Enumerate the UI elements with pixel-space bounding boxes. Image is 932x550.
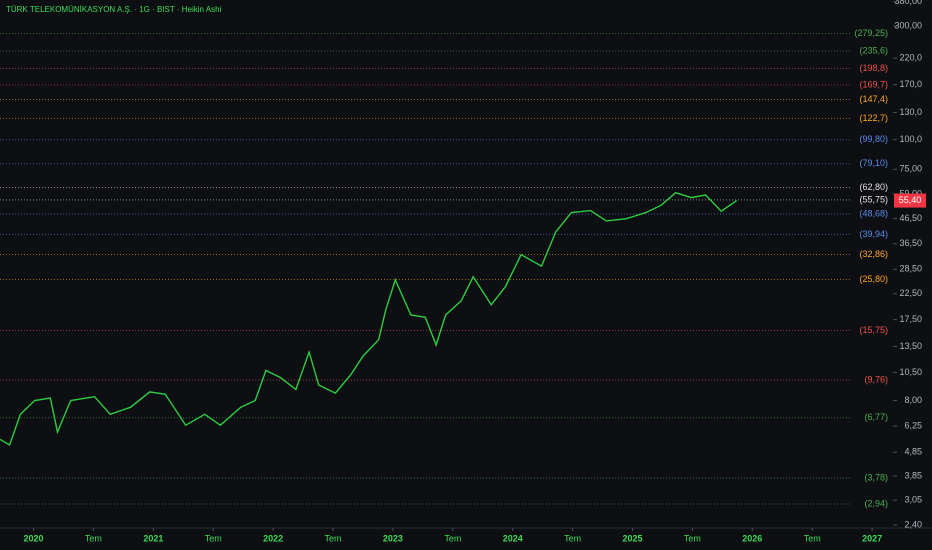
chart-title: TÜRK TELEKOMÜNİKASYON A.Ş. · 1G · BIST ·… — [6, 5, 222, 14]
last-price-box — [894, 193, 926, 208]
y-tick-label: 380,00 — [894, 0, 922, 6]
x-tick-label: Tem — [804, 533, 821, 543]
y-tick-label: 28,50 — [899, 264, 922, 274]
level-label: (55,75) — [859, 194, 888, 204]
level-label: (169,7) — [859, 79, 888, 89]
level-label: (2,94) — [864, 498, 888, 508]
y-tick-label: 100,0 — [899, 134, 922, 144]
y-tick-label: 46,50 — [899, 213, 922, 223]
x-tick-label: Tem — [205, 533, 222, 543]
level-label: (48,68) — [859, 208, 888, 218]
y-tick-label: 130,0 — [899, 107, 922, 117]
level-label: (15,75) — [859, 325, 888, 335]
last-price-label: 55,40 — [899, 195, 922, 205]
level-label: (147,4) — [859, 94, 888, 104]
level-label: (32,86) — [859, 249, 888, 259]
y-tick-label: 22,50 — [899, 288, 922, 298]
x-tick-label: Tem — [684, 533, 701, 543]
x-tick-label: Tem — [85, 533, 102, 543]
y-tick-label: 13,50 — [899, 341, 922, 351]
y-tick-label: 17,50 — [899, 314, 922, 324]
y-tick-label: 3,85 — [904, 470, 922, 480]
level-label: (279,25) — [854, 28, 888, 38]
x-tick-label: 2027 — [862, 533, 882, 543]
x-tick-label: Tem — [564, 533, 581, 543]
y-tick-label: 10,50 — [899, 367, 922, 377]
level-label: (235,6) — [859, 45, 888, 55]
y-tick-label: 59,00 — [899, 188, 922, 198]
y-tick-label: 3,05 — [904, 495, 922, 505]
price-line — [0, 191, 738, 447]
x-tick-label: 2023 — [383, 533, 403, 543]
level-label: (39,94) — [859, 229, 888, 239]
x-tick-label: 2022 — [263, 533, 283, 543]
y-tick-label: 6,25 — [904, 420, 922, 430]
x-tick-label: 2026 — [742, 533, 762, 543]
level-label: (79,10) — [859, 158, 888, 168]
y-tick-label: 2,40 — [904, 519, 922, 529]
level-label: (122,7) — [859, 113, 888, 123]
x-tick-label: 2021 — [143, 533, 163, 543]
level-label: (3,78) — [864, 472, 888, 482]
y-tick-label: 300,00 — [894, 20, 922, 30]
x-tick-label: Tem — [444, 533, 461, 543]
level-label: (62,80) — [859, 182, 888, 192]
y-tick-label: 220,0 — [899, 52, 922, 62]
y-tick-label: 36,50 — [899, 238, 922, 248]
level-label: (198,8) — [859, 63, 888, 73]
x-tick-label: 2024 — [503, 533, 523, 543]
level-label: (6,77) — [864, 412, 888, 422]
y-tick-label: 170,0 — [899, 79, 922, 89]
x-tick-label: Tem — [325, 533, 342, 543]
x-tick-label: 2025 — [622, 533, 642, 543]
level-label: (99,80) — [859, 134, 888, 144]
y-tick-label: 8,00 — [904, 395, 922, 405]
y-tick-label: 75,00 — [899, 164, 922, 174]
level-label: (9,76) — [864, 374, 888, 384]
x-tick-label: 2020 — [24, 533, 44, 543]
level-label: (25,80) — [859, 274, 888, 284]
y-tick-label: 4,85 — [904, 447, 922, 457]
